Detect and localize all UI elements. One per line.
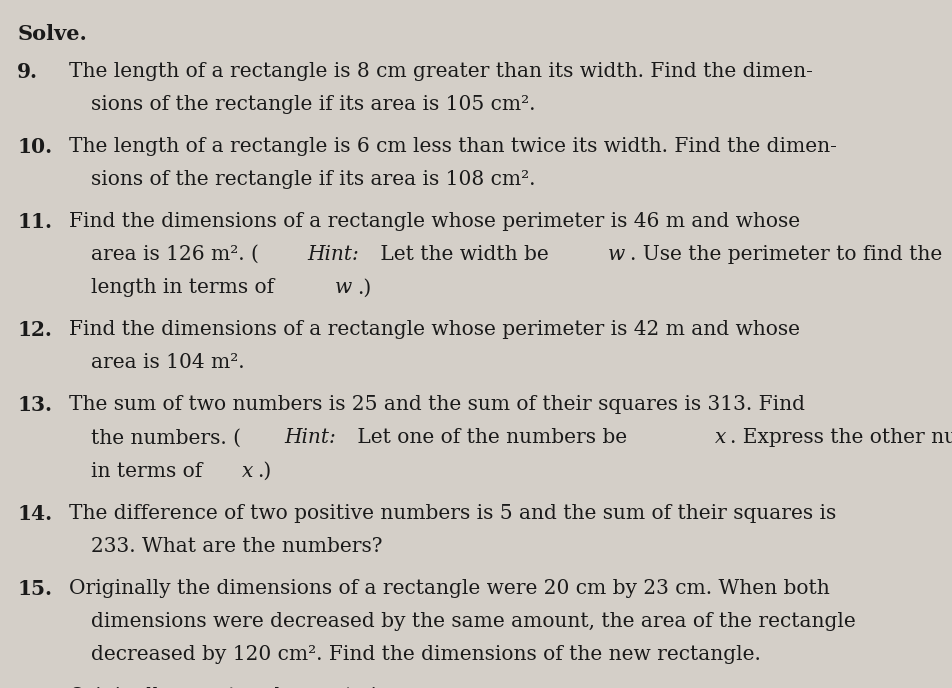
Text: length in terms of: length in terms of bbox=[90, 279, 280, 297]
Text: The length of a rectangle is 6 cm less than twice its width. Find the dimen-: The length of a rectangle is 6 cm less t… bbox=[69, 137, 836, 155]
Text: . Use the perimeter to find the: . Use the perimeter to find the bbox=[629, 245, 942, 264]
Text: w: w bbox=[607, 245, 625, 264]
Text: Let one of the numbers be: Let one of the numbers be bbox=[350, 429, 633, 447]
Text: 9.: 9. bbox=[17, 62, 38, 82]
Text: .): .) bbox=[257, 462, 271, 481]
Text: Solve.: Solve. bbox=[17, 24, 87, 44]
Text: . Express the other number: . Express the other number bbox=[729, 429, 952, 447]
Text: The sum of two numbers is 25 and the sum of their squares is 313. Find: The sum of two numbers is 25 and the sum… bbox=[69, 395, 803, 414]
Text: Find the dimensions of a rectangle whose perimeter is 42 m and whose: Find the dimensions of a rectangle whose… bbox=[69, 320, 799, 339]
Text: x: x bbox=[715, 429, 726, 447]
Text: dimensions were decreased by the same amount, the area of the rectangle: dimensions were decreased by the same am… bbox=[90, 612, 854, 631]
Text: The difference of two positive numbers is 5 and the sum of their squares is: The difference of two positive numbers i… bbox=[69, 504, 835, 522]
Text: 10.: 10. bbox=[17, 137, 52, 157]
Text: 12.: 12. bbox=[17, 320, 52, 340]
Text: 233. What are the numbers?: 233. What are the numbers? bbox=[90, 537, 382, 556]
Text: area is 104 m².: area is 104 m². bbox=[90, 354, 244, 372]
Text: in terms of: in terms of bbox=[90, 462, 208, 481]
Text: Hint:: Hint: bbox=[284, 429, 335, 447]
Text: Originally the dimensions of a rectangle were 20 cm by 23 cm. When both: Originally the dimensions of a rectangle… bbox=[69, 579, 828, 598]
Text: 13.: 13. bbox=[17, 395, 52, 415]
Text: sions of the rectangle if its area is 105 cm².: sions of the rectangle if its area is 10… bbox=[90, 95, 534, 114]
Text: 11.: 11. bbox=[17, 212, 52, 232]
Text: 14.: 14. bbox=[17, 504, 52, 524]
Text: the numbers. (: the numbers. ( bbox=[90, 429, 240, 447]
Text: w: w bbox=[335, 279, 352, 297]
Text: Let the width be: Let the width be bbox=[373, 245, 554, 264]
Text: The length of a rectangle is 8 cm greater than its width. Find the dimen-: The length of a rectangle is 8 cm greate… bbox=[69, 62, 812, 80]
Text: 15.: 15. bbox=[17, 579, 52, 599]
Text: 16.: 16. bbox=[17, 687, 52, 688]
Text: area is 126 m². (: area is 126 m². ( bbox=[90, 245, 258, 264]
Text: Hint:: Hint: bbox=[307, 245, 359, 264]
Text: .): .) bbox=[357, 279, 371, 297]
Text: decreased by 120 cm². Find the dimensions of the new rectangle.: decreased by 120 cm². Find the dimension… bbox=[90, 645, 760, 664]
Text: sions of the rectangle if its area is 108 cm².: sions of the rectangle if its area is 10… bbox=[90, 170, 534, 189]
Text: x: x bbox=[242, 462, 253, 481]
Text: Find the dimensions of a rectangle whose perimeter is 46 m and whose: Find the dimensions of a rectangle whose… bbox=[69, 212, 799, 230]
Text: Originally a rectangle was twice...: Originally a rectangle was twice... bbox=[69, 687, 419, 688]
